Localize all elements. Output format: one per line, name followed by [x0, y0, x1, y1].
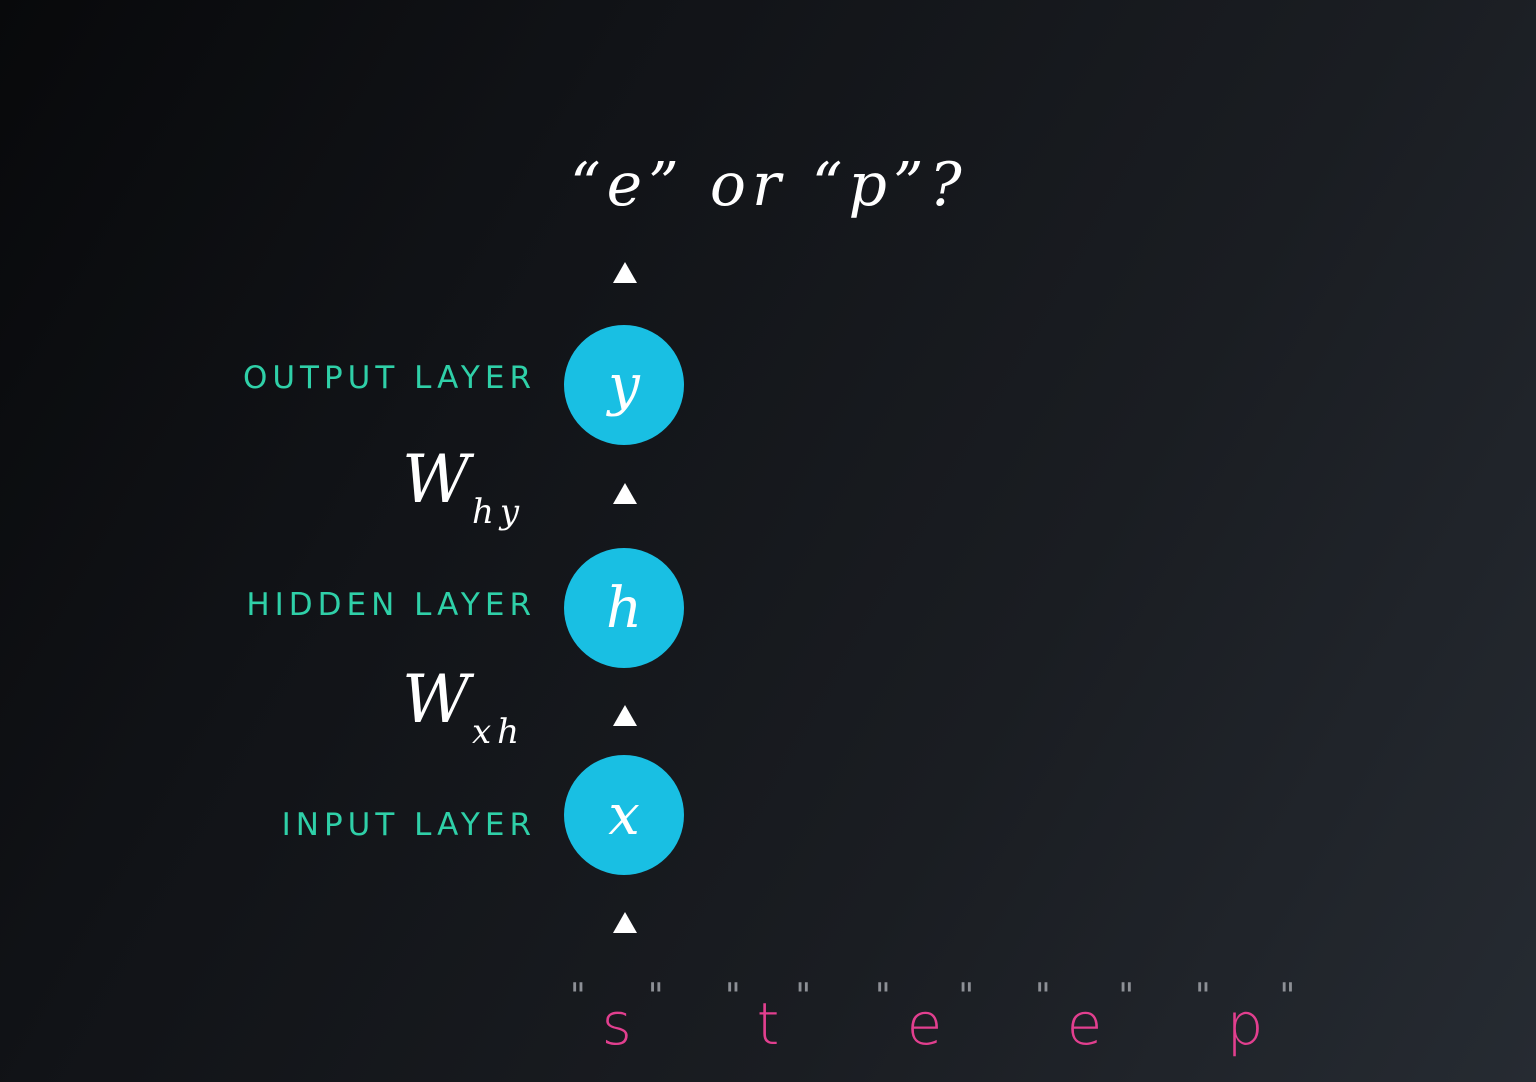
weight-xh-subscript: xh: [472, 712, 526, 752]
weight-input-to-hidden: W xh: [402, 660, 542, 760]
hidden-node: h: [564, 548, 684, 668]
close-quote: ": [1279, 976, 1296, 1016]
sequence-letter: p: [1226, 990, 1264, 1058]
weight-xh-symbol: W: [402, 661, 470, 738]
output-layer-label: OUTPUT LAYER: [242, 360, 536, 396]
arrow-input-to-hidden: [613, 705, 637, 726]
close-quote: ": [958, 976, 974, 1016]
open-quote: ": [1035, 976, 1051, 1016]
hidden-layer-label: HIDDEN LAYER: [246, 587, 536, 623]
close-quote: ": [1118, 976, 1134, 1016]
open-quote: ": [725, 976, 741, 1016]
sequence-char: " e ": [1035, 976, 1134, 1070]
sequence-char: " s ": [570, 976, 664, 1070]
open-quote: ": [570, 976, 586, 1016]
prediction-question: “e” or “p”?: [570, 150, 968, 220]
sequence-char: " p ": [1195, 976, 1295, 1070]
arrow-hidden-to-output: [613, 483, 637, 504]
sequence-letter: e: [1066, 990, 1103, 1058]
sequence-letter: s: [601, 990, 632, 1058]
sequence-letter: t: [756, 990, 780, 1058]
weight-hy-subscript: hy: [472, 492, 526, 532]
weight-hidden-to-output: W hy: [402, 440, 542, 540]
arrow-sequence-to-input: [613, 912, 637, 933]
sequence-letter: e: [906, 990, 943, 1058]
input-layer-label: INPUT LAYER: [281, 807, 536, 843]
weight-hy-symbol: W: [402, 441, 470, 518]
input-node: x: [564, 755, 684, 875]
open-quote: ": [1195, 976, 1211, 1016]
open-quote: ": [875, 976, 891, 1016]
output-node: y: [564, 325, 684, 445]
close-quote: ": [647, 976, 664, 1016]
input-sequence: " s " " t " " e " " e " " p ": [570, 976, 1330, 1070]
close-quote: ": [795, 976, 812, 1016]
sequence-char: " t ": [725, 976, 811, 1070]
sequence-char: " e ": [875, 976, 974, 1070]
arrow-output-to-question: [613, 262, 637, 283]
